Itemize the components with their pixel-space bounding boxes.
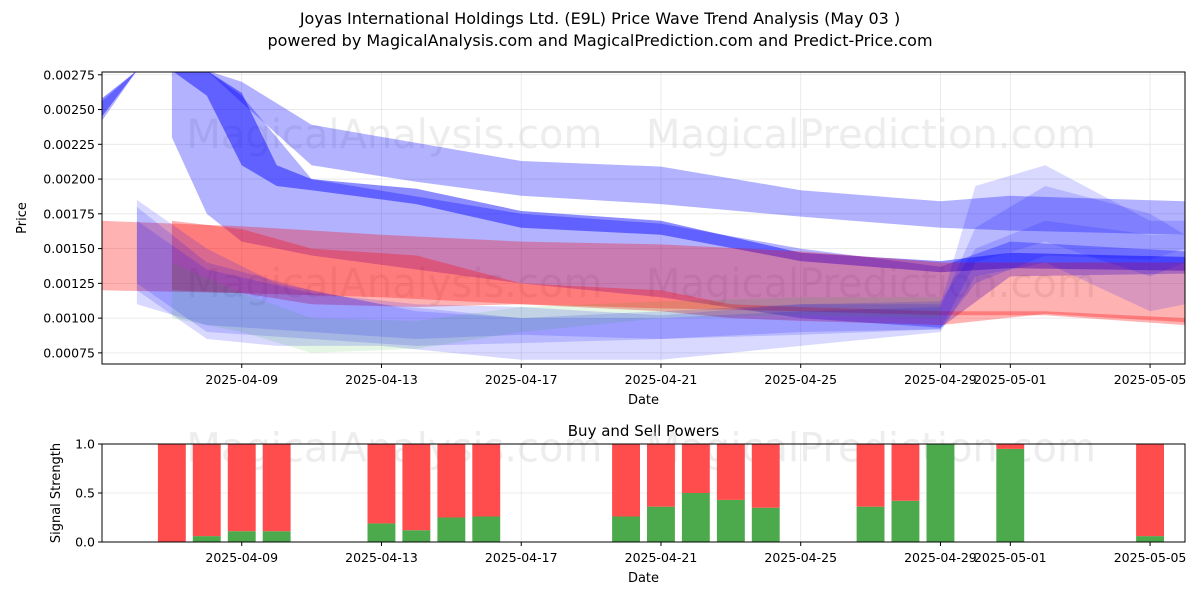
price-y-tick-label: 0.00075 — [43, 345, 95, 360]
sell-power-bar — [681, 444, 710, 493]
sell-power-bar — [367, 444, 396, 524]
price-y-tick-label: 0.00250 — [43, 102, 95, 117]
price-y-axis-label: Price — [15, 202, 30, 234]
price-x-tick-label: 2025-04-29 — [904, 372, 977, 387]
signal-y-tick-label: 0.5 — [75, 486, 95, 501]
sell-power-bar — [227, 444, 256, 532]
sell-power-bar — [157, 444, 186, 542]
price-y-tick-label: 0.00175 — [43, 206, 95, 221]
buy-power-bar — [716, 499, 745, 542]
buy-power-bar — [751, 507, 780, 542]
wave-band-red-5 — [171, 220, 1185, 326]
buy-power-bar — [681, 493, 710, 542]
chart-title: Joyas International Holdings Ltd. (E9L) … — [299, 9, 901, 28]
sell-power-bar — [192, 444, 221, 537]
wave-band-blue-8 — [136, 220, 1185, 339]
price-y-tick-label: 0.00200 — [43, 172, 95, 187]
buy-power-bar — [472, 516, 501, 542]
buy-power-bar — [402, 530, 431, 542]
price-x-tick-label: 2025-04-09 — [205, 372, 278, 387]
chart-subtitle: powered by MagicalAnalysis.com and Magic… — [267, 31, 933, 50]
signal-chart-title: Buy and Sell Powers — [568, 422, 720, 440]
buy-power-bar — [996, 448, 1025, 542]
price-y-tick-label: 0.00125 — [43, 276, 95, 291]
price-axis-ticks: 2025-04-09 2025-04-13 2025-04-17 2025-04-21… — [43, 67, 1186, 387]
price-x-tick-label: 2025-05-05 — [1114, 372, 1187, 387]
sell-power-bar — [262, 444, 291, 532]
signal-y-tick-label: 0.0 — [75, 535, 95, 550]
price-y-tick-label: 0.00100 — [43, 311, 95, 326]
wave-band-blue-1 — [102, 72, 1185, 235]
signal-x-tick-label: 2025-04-09 — [205, 550, 278, 565]
sell-power-bar — [472, 444, 501, 517]
wave-band-blue-6 — [136, 165, 1185, 360]
sell-power-bar — [751, 444, 780, 508]
watermark-text: MagicalAnalysis.com — [186, 261, 602, 307]
price-x-tick-label: 2025-05-01 — [974, 372, 1047, 387]
signal-x-tick-label: 2025-04-25 — [764, 550, 837, 565]
price-grid — [102, 72, 1185, 364]
sell-power-bar — [856, 444, 885, 507]
price-x-axis-label: Date — [628, 393, 659, 408]
signal-x-tick-label: 2025-04-17 — [485, 550, 558, 565]
wave-band-red-4 — [102, 220, 1185, 326]
signal-bars — [157, 444, 1164, 542]
sell-power-bar — [891, 444, 920, 501]
wave-band-blue-7 — [136, 186, 1185, 346]
signal-x-tick-label: 2025-05-01 — [974, 550, 1047, 565]
signal-x-tick-label: 2025-05-05 — [1114, 550, 1187, 565]
price-x-tick-label: 2025-04-17 — [485, 372, 558, 387]
buy-power-bar — [262, 531, 291, 542]
watermark-text: MagicalPrediction.com — [646, 112, 1096, 158]
watermark-text: MagicalPrediction.com — [646, 261, 1096, 307]
signal-x-tick-label: 2025-04-29 — [904, 550, 977, 565]
signal-x-tick-label: 2025-04-21 — [625, 550, 698, 565]
price-watermarks: MagicalAnalysis.com MagicalPrediction.com… — [186, 112, 1096, 307]
signal-axis-ticks: 2025-04-09 2025-04-13 2025-04-17 2025-04-21… — [75, 437, 1186, 566]
price-wave-bands — [102, 72, 1185, 360]
watermark-text: MagicalAnalysis.com — [186, 112, 602, 158]
buy-power-bar — [612, 516, 640, 542]
price-y-tick-label: 0.00150 — [43, 241, 95, 256]
buy-power-bar — [1136, 536, 1164, 542]
sell-power-bar — [402, 444, 431, 531]
signal-x-tick-label: 2025-04-13 — [345, 550, 418, 565]
buy-power-bar — [227, 531, 256, 542]
sell-power-bar — [647, 444, 675, 507]
signal-y-axis-label: Signal Strength — [49, 443, 64, 543]
signal-y-tick-label: 1.0 — [75, 437, 95, 452]
sell-power-bar — [716, 444, 745, 500]
buy-power-bar — [647, 506, 675, 542]
buy-power-bar — [437, 517, 466, 542]
buy-power-bar — [926, 444, 955, 542]
wave-band-blue-3 — [171, 72, 1185, 328]
buy-power-bar — [192, 536, 221, 542]
buy-power-bar — [891, 500, 920, 542]
buy-power-bar — [367, 523, 396, 542]
sell-power-bar — [996, 444, 1025, 449]
signal-x-axis-label: Date — [628, 571, 659, 586]
wave-band-blue-2 — [102, 72, 1185, 273]
buy-power-bar — [856, 506, 885, 542]
price-x-tick-label: 2025-04-21 — [625, 372, 698, 387]
sell-power-bar — [612, 444, 640, 517]
sell-power-bar — [1136, 444, 1164, 537]
price-x-tick-label: 2025-04-13 — [345, 372, 418, 387]
wave-band-green-9 — [171, 262, 941, 353]
price-plot-frame — [101, 71, 1186, 365]
sell-power-bar — [437, 444, 466, 518]
price-x-tick-label: 2025-04-25 — [764, 372, 837, 387]
price-y-tick-label: 0.00225 — [43, 137, 95, 152]
price-y-tick-label: 0.00275 — [43, 67, 95, 82]
